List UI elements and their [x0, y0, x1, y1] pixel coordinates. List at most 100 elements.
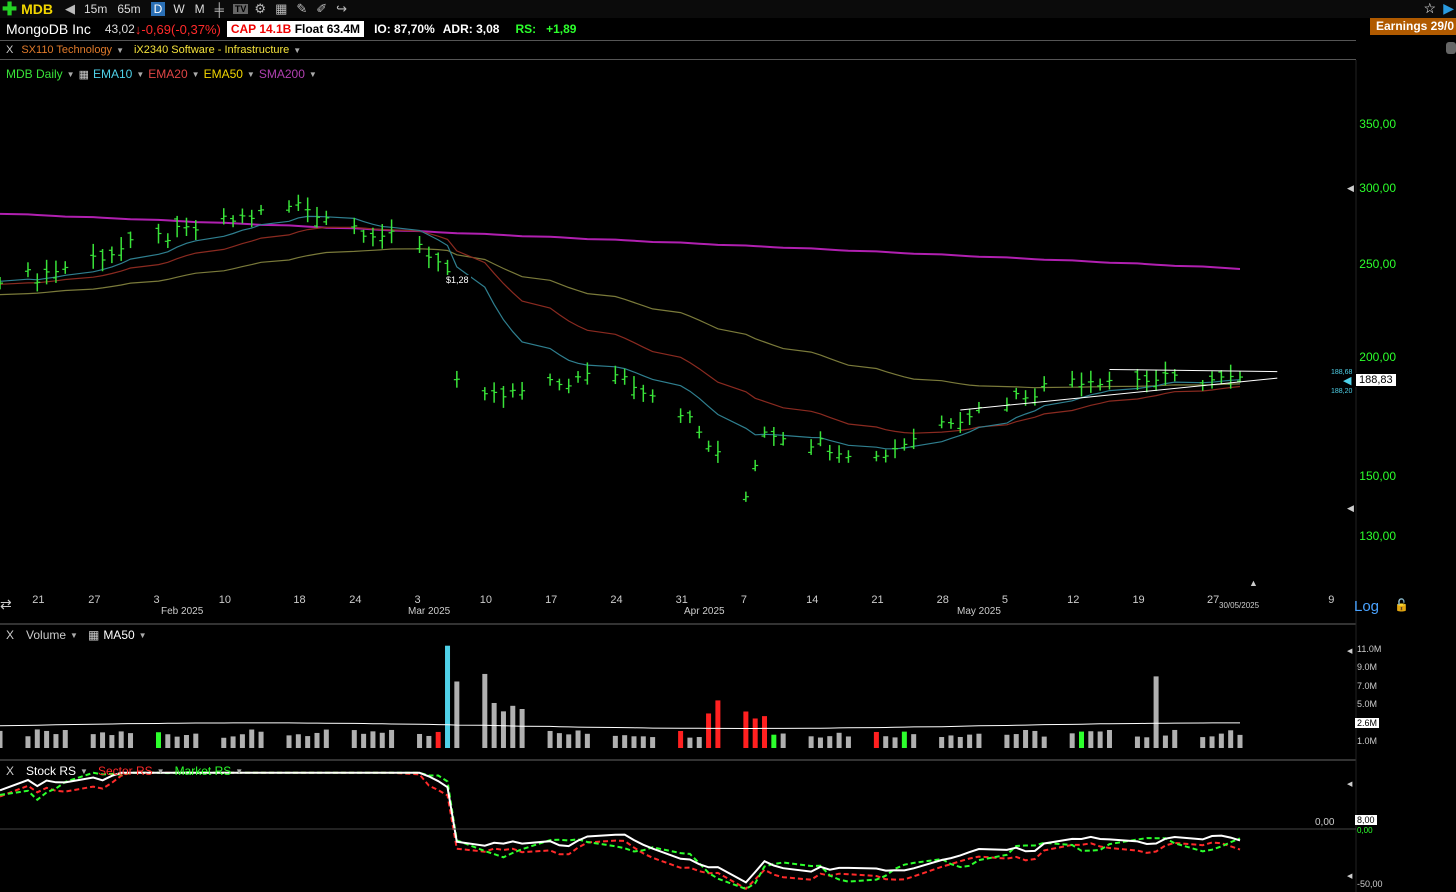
chevron-down-icon[interactable]: ▼: [138, 630, 147, 640]
chevron-down-icon[interactable]: ▼: [235, 766, 244, 776]
megaphone-icon[interactable]: ◀: [64, 1, 75, 16]
timeframe-monthly[interactable]: M: [194, 2, 205, 16]
stock-rs-label[interactable]: Stock RS: [26, 764, 77, 778]
volume-bar: [1200, 737, 1206, 748]
industry-label[interactable]: iX2340 Software - Infrastructure: [133, 44, 290, 56]
sector-rs-label[interactable]: Sector RS: [97, 764, 153, 778]
timeframe-daily[interactable]: D: [150, 2, 166, 16]
volume-bar: [1088, 731, 1094, 748]
chevron-down-icon[interactable]: ▼: [246, 69, 255, 79]
volume-bar: [845, 736, 851, 748]
chevron-down-icon[interactable]: ▼: [308, 69, 317, 79]
volume-bar: [295, 734, 301, 748]
volume-bar: [650, 737, 656, 748]
scroll-left-icon[interactable]: ◀: [1347, 648, 1353, 655]
price-bar: [220, 208, 227, 225]
date-tick-label: 31: [675, 594, 688, 606]
timeframe-weekly[interactable]: W: [173, 2, 185, 16]
sector-label[interactable]: SX110 Technology: [21, 44, 113, 56]
date-tick-label: 21: [871, 594, 884, 606]
price-bar: [1171, 369, 1178, 382]
legend-ema20[interactable]: EMA20: [148, 67, 188, 81]
timeframe-15m[interactable]: 15m: [83, 2, 108, 16]
scroll-left-icon[interactable]: ◀: [1347, 503, 1354, 513]
volume-bar: [631, 736, 637, 748]
chevron-down-icon[interactable]: ▼: [156, 766, 165, 776]
date-tick-label: 14: [806, 594, 819, 606]
table-icon[interactable]: ▦: [78, 68, 89, 81]
volume-bar: [34, 729, 40, 748]
price-bar: [1013, 387, 1020, 400]
price-bar: [286, 200, 293, 213]
volume-bar: [612, 735, 618, 748]
ma50-label[interactable]: MA50: [103, 628, 135, 642]
scroll-left-icon[interactable]: ◀: [1347, 873, 1353, 880]
price-bar: [239, 208, 246, 224]
volume-label[interactable]: Volume: [26, 628, 67, 642]
brush-icon[interactable]: ✐: [316, 1, 328, 16]
legend-series[interactable]: MDB Daily: [6, 67, 63, 81]
chevron-down-icon[interactable]: ▼: [66, 69, 75, 79]
volume-bar: [314, 732, 320, 748]
chevron-down-icon[interactable]: ▼: [80, 766, 88, 776]
resistance-trendline: [1109, 368, 1278, 373]
market-rs-label[interactable]: Market RS: [174, 764, 232, 778]
timeframe-65m[interactable]: 65m: [117, 2, 141, 16]
float-label: Float: [294, 22, 324, 36]
price-bar: [416, 235, 423, 254]
earnings-badge[interactable]: Earnings 29/0: [1370, 18, 1456, 35]
sector-rs-line: [0, 771, 1241, 890]
scroll-handle[interactable]: [1446, 42, 1456, 54]
close-volume-icon[interactable]: X: [6, 628, 15, 642]
legend-ema50[interactable]: EMA50: [203, 67, 243, 81]
flag-icon[interactable]: ▶: [1443, 0, 1454, 16]
legend-sma200[interactable]: SMA200: [258, 67, 305, 81]
volume-bar: [976, 733, 982, 748]
lock-icon[interactable]: 🔓: [1394, 598, 1409, 612]
log-scale-toggle[interactable]: Log: [1354, 598, 1380, 615]
price-upper-small: 188,68: [1331, 369, 1353, 376]
volume-bar: [165, 734, 171, 748]
symbol-label[interactable]: MDB: [21, 1, 53, 17]
volume-bar: [100, 732, 106, 748]
price-bar: [435, 252, 442, 272]
price-bar: [892, 439, 899, 459]
expand-arrows-icon[interactable]: ⇄: [0, 596, 12, 612]
earnings-marker[interactable]: $1,28: [444, 275, 471, 285]
grid-icon[interactable]: ▦: [275, 1, 288, 16]
scroll-left-icon[interactable]: ◀: [1347, 781, 1353, 788]
company-name: MongoDB Inc: [6, 21, 91, 37]
chevron-down-icon[interactable]: ▼: [70, 630, 78, 640]
price-bar: [481, 387, 488, 401]
volume-bar: [967, 734, 973, 748]
volume-bar: [1228, 730, 1234, 748]
price-bar: [323, 210, 330, 226]
volume-bar: [1144, 737, 1150, 748]
price-bar: [817, 431, 824, 447]
price-bar: [500, 385, 507, 408]
close-rs-icon[interactable]: X: [6, 764, 15, 778]
triangle-up-icon[interactable]: ▲: [1249, 578, 1258, 588]
share-icon[interactable]: ↪: [336, 1, 348, 16]
legend-ema10[interactable]: EMA10: [93, 67, 133, 81]
tv-icon[interactable]: TV: [232, 4, 249, 14]
rs-value-box: 8,00: [1355, 815, 1377, 825]
chart-type-icon[interactable]: ╪: [214, 1, 224, 17]
chevron-down-icon[interactable]: ▼: [136, 69, 145, 79]
star-icon[interactable]: ☆: [1423, 0, 1436, 16]
close-sector-icon[interactable]: X: [6, 44, 14, 56]
date-tick-label: 5: [1001, 594, 1009, 606]
volume-bar: [379, 732, 385, 748]
price-bar: [1153, 369, 1160, 391]
last-price: 43,02: [104, 22, 135, 36]
scroll-left-icon[interactable]: ◀: [1347, 183, 1354, 193]
current-price-box: 188,83: [1355, 373, 1397, 387]
draw-pencil-icon[interactable]: ✎: [296, 1, 308, 16]
table-icon[interactable]: ▦: [87, 628, 100, 642]
chevron-down-icon[interactable]: ▼: [191, 69, 200, 79]
chevron-down-icon[interactable]: ▼: [293, 45, 302, 55]
add-symbol-icon[interactable]: ✚: [2, 0, 18, 19]
chevron-down-icon[interactable]: ▼: [116, 45, 124, 55]
settings-icon[interactable]: ⚙: [254, 1, 267, 16]
